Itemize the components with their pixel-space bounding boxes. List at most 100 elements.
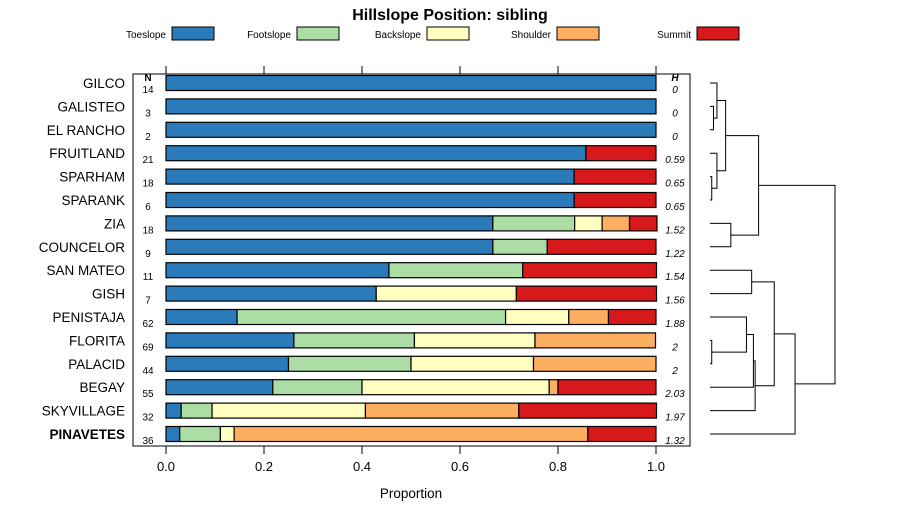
bar-segment-toeslope [165, 262, 390, 279]
bar-segment-footslope [272, 379, 363, 396]
bar-row-zia: ZIA 18 1.52 [104, 215, 685, 236]
legend-swatch-footslope [296, 26, 340, 41]
row-label: EL RANCHO [47, 123, 125, 138]
legend-item-summit: Summit [657, 26, 740, 41]
bar-row-el-rancho: EL RANCHO 2 0 [47, 121, 678, 143]
bar-segment-toeslope [165, 425, 181, 443]
bar-segment-footslope [287, 355, 412, 372]
row-n-count: 11 [143, 272, 154, 283]
dendrogram-branch [758, 184, 836, 385]
bar-segment-footslope [180, 402, 213, 419]
legend-label-toeslope: Toeslope [126, 30, 166, 41]
row-n-count: 18 [142, 179, 154, 190]
bar-segment-toeslope [165, 145, 587, 162]
dendrogram-branch [710, 360, 756, 412]
dendrogram-branch [710, 269, 753, 295]
row-h-value: 0 [672, 132, 678, 143]
bar-row-fruitland: FRUITLAND 21 0.59 [49, 145, 685, 166]
legend-label-backslope: Backslope [375, 30, 422, 41]
bar-segment-summit [607, 308, 657, 326]
x-axis: 0.0 0.2 0.4 0.6 0.8 1.0 [157, 446, 665, 474]
row-label: PINAVETES [49, 427, 125, 442]
legend-item-shoulder: Shoulder [511, 26, 600, 41]
legend-label-summit: Summit [657, 30, 691, 41]
row-h-value: 0.59 [665, 155, 685, 166]
dendrogram-branch [710, 339, 713, 365]
row-label: BEGAY [79, 380, 125, 395]
bar-row-san-mateo: SAN MATEO 11 1.54 [46, 262, 685, 283]
bar-segment-shoulder [601, 215, 631, 232]
bar-row-pinavetes: PINAVETES 36 1.32 [49, 425, 685, 447]
row-h-value: 2.03 [664, 389, 685, 400]
bar-segment-summit [573, 168, 657, 185]
bar-segment-backslope [375, 285, 517, 302]
bar-segment-backslope [413, 332, 536, 349]
bar-segment-toeslope [165, 402, 182, 419]
row-label: GISH [92, 287, 125, 302]
x-tick-label: 0.2 [255, 459, 273, 474]
bar-segment-backslope [361, 379, 550, 396]
legend-label-footslope: Footslope [247, 30, 291, 41]
row-label: ZIA [104, 216, 125, 231]
dendrogram-branch [710, 333, 796, 435]
bar-row-galisteo: GALISTEO 3 0 [57, 98, 678, 119]
bar-segment-backslope [574, 215, 603, 232]
bar-segment-backslope [219, 425, 235, 443]
legend: Toeslope Footslope Backslope Shoulder Summit [126, 26, 740, 41]
dendrogram-branch [710, 316, 747, 353]
bar-segment-toeslope [165, 238, 494, 255]
row-h-value: 2 [671, 342, 678, 353]
row-n-count: 3 [145, 108, 151, 119]
plot-frame [132, 73, 691, 447]
row-n-count: 18 [142, 225, 154, 236]
legend-swatch-toeslope [171, 26, 215, 41]
row-n-count: 44 [142, 366, 154, 377]
x-tick-label: 0.0 [157, 459, 175, 474]
row-n-count: 36 [142, 436, 154, 447]
bar-row-sparank: SPARANK 6 0.65 [61, 191, 685, 213]
dendrogram-branch [710, 105, 714, 131]
row-n-count: 32 [142, 413, 154, 424]
bar-segment-backslope [211, 402, 367, 419]
bar-segment-footslope [236, 308, 507, 326]
bar-segment-toeslope [165, 74, 657, 92]
bar-segment-shoulder [233, 425, 589, 443]
row-h-value: 1.22 [665, 249, 685, 260]
row-n-count: 6 [145, 202, 151, 213]
dendrogram-branch [710, 152, 718, 189]
bar-segment-shoulder [548, 379, 559, 396]
bar-row-palacid: PALACID 44 2 [68, 355, 678, 377]
row-label: FRUITLAND [49, 146, 125, 161]
n-column-header: N [144, 73, 151, 84]
bar-segment-footslope [388, 262, 524, 279]
row-n-count: 69 [142, 342, 154, 353]
row-label: PENISTAJA [52, 310, 125, 325]
bar-segment-summit [518, 402, 658, 419]
bar-segment-summit [585, 145, 657, 162]
bar-segment-summit [522, 262, 658, 279]
h-column-header: H [671, 73, 679, 84]
dendrogram-branch [710, 82, 718, 119]
row-n-count: 55 [142, 389, 154, 400]
chart-title: Hillslope Position: sibling [352, 7, 548, 24]
row-label: SAN MATEO [46, 263, 125, 278]
row-label: COUNCELOR [39, 240, 126, 255]
bar-segment-summit [573, 191, 657, 209]
legend-label-shoulder: Shoulder [511, 30, 552, 41]
row-label: SKYVILLAGE [42, 404, 125, 419]
bar-segment-toeslope [165, 121, 657, 138]
legend-swatch-summit [696, 26, 740, 41]
row-h-value: 1.32 [665, 436, 685, 447]
bar-segment-shoulder [532, 355, 657, 372]
bar-segment-toeslope [165, 215, 494, 232]
x-tick-label: 0.6 [451, 459, 469, 474]
row-n-count: 7 [145, 296, 151, 307]
row-n-count: 9 [145, 249, 151, 260]
row-label: SPARANK [61, 193, 125, 208]
top-axis-ticks [165, 66, 657, 74]
bar-row-councelor: COUNCELOR 9 1.22 [39, 238, 685, 260]
bar-segment-summit [587, 425, 657, 443]
row-n-count: 21 [142, 155, 154, 166]
legend-item-backslope: Backslope [375, 26, 470, 41]
